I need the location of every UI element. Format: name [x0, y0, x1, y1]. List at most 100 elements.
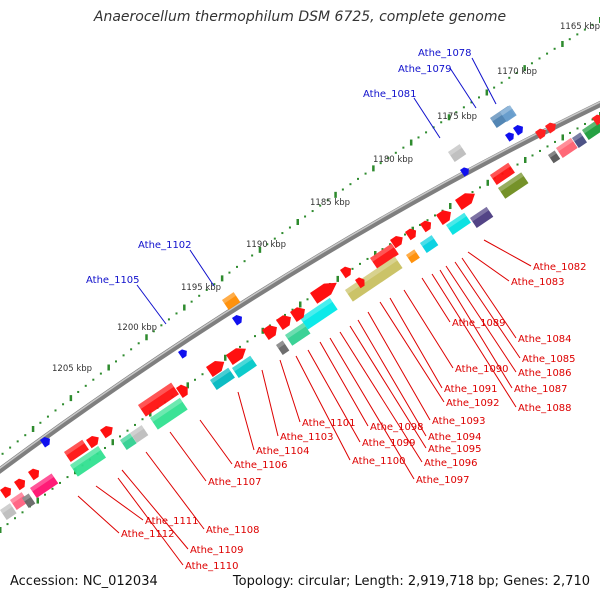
gene-arrow — [232, 314, 242, 326]
accession-text: Accession: NC_012034 — [10, 574, 158, 589]
tick-dot — [134, 423, 136, 426]
tick-dot — [381, 248, 384, 251]
tick-dot — [137, 342, 140, 345]
gene-block-body — [548, 150, 561, 164]
tick-dot — [126, 429, 129, 432]
gene-block-shine — [582, 119, 600, 134]
label-leader-lines — [77, 57, 532, 566]
gene-arrow — [14, 478, 26, 491]
kbp-label: 1195 kbp — [181, 283, 221, 293]
gene-arrow — [0, 486, 12, 499]
gene-block-body — [285, 322, 311, 346]
tick-dot — [224, 354, 227, 361]
tick-dot — [51, 487, 54, 490]
gene-block — [120, 433, 137, 450]
tick-dot — [440, 121, 443, 124]
gene-block — [345, 256, 403, 302]
gene-block — [30, 473, 59, 498]
tick-dot — [531, 154, 534, 157]
gene-block-body — [138, 382, 179, 417]
tick-dot — [341, 188, 344, 191]
gene-label-forward: Athe_1081 — [363, 89, 417, 100]
kbp-label: 1170 kbp — [497, 67, 537, 77]
gene-block — [470, 206, 494, 228]
gene-arrow — [513, 124, 523, 136]
gene-block-body — [370, 243, 399, 269]
gene-block-body — [210, 367, 235, 390]
gene-block — [556, 137, 578, 158]
gene-arrow-body — [545, 122, 556, 134]
gene-label-reverse: Athe_1086 — [518, 368, 572, 379]
tick-dot — [379, 162, 382, 165]
tick-dot — [539, 149, 541, 152]
gene-block-shine — [130, 425, 144, 437]
gene-label-reverse: Athe_1088 — [518, 403, 572, 414]
gene-label-reverse: Athe_1087 — [514, 384, 568, 395]
leader-line — [319, 341, 369, 427]
gene-block — [572, 132, 588, 148]
tick-dot — [471, 191, 474, 194]
gene-label-reverse: Athe_1093 — [432, 416, 486, 427]
gene-label-reverse: Athe_1084 — [518, 334, 572, 345]
tick-dot — [389, 243, 391, 246]
tick-dot — [374, 250, 377, 257]
gene-arrow — [176, 384, 188, 398]
gene-arrow-body — [232, 314, 242, 326]
gene-block — [582, 119, 600, 140]
gene-label-reverse: Athe_1099 — [362, 438, 416, 449]
tick-dot — [404, 233, 406, 236]
gene-arrow — [100, 425, 113, 439]
tick-dot — [372, 165, 375, 172]
gene-arrow — [405, 228, 417, 241]
gene-block — [0, 503, 17, 520]
tick-dot — [291, 308, 294, 311]
gene-block — [130, 425, 149, 443]
tick-dot — [66, 476, 69, 479]
leader-line — [471, 57, 497, 105]
gene-arrow-body — [226, 348, 246, 365]
gene-block — [370, 243, 399, 269]
tick-dot — [394, 151, 397, 154]
tick-dot — [304, 215, 307, 218]
tick-dot — [334, 191, 337, 198]
gene-arrow — [276, 315, 291, 330]
gene-label-reverse: Athe_1112 — [121, 529, 175, 540]
leader-line — [279, 359, 301, 423]
gene-block-body — [150, 397, 188, 430]
tick-dot — [306, 298, 309, 301]
gene-block — [490, 162, 515, 185]
gene-block-body — [490, 162, 515, 185]
tick-dot — [434, 214, 436, 217]
kbp-label: 1165 kbp — [560, 22, 600, 32]
gene-label-reverse: Athe_1108 — [206, 525, 260, 536]
leader-line — [136, 284, 167, 325]
leader-line — [121, 469, 189, 550]
tick-dot — [269, 324, 271, 327]
gene-block-shine — [556, 137, 574, 152]
gene-block-shine — [138, 382, 174, 410]
gene-block — [232, 355, 257, 378]
gene-label-reverse: Athe_1100 — [352, 456, 406, 467]
gene-label-reverse: Athe_1082 — [533, 262, 587, 273]
gene-arrow-body — [290, 307, 305, 322]
gene-arrow — [545, 122, 556, 134]
gene-label-forward: Athe_1105 — [86, 275, 140, 286]
gene-label-reverse: Athe_1092 — [446, 398, 500, 409]
gene-arrow — [86, 435, 99, 449]
tick-dot — [284, 313, 286, 316]
leader-line — [379, 301, 445, 403]
gene-block-shine — [370, 243, 395, 262]
leader-line — [145, 451, 205, 530]
gene-arrow-body — [0, 486, 12, 499]
tick-dot — [198, 294, 201, 297]
gene-block-body — [300, 297, 338, 330]
gene-arrow-body — [405, 228, 417, 241]
leader-line — [357, 319, 427, 437]
gene-block-shine — [572, 132, 583, 142]
tick-dot — [561, 40, 564, 47]
gene-block — [222, 292, 241, 310]
gene-block-body — [22, 493, 36, 508]
gene-arrow-body — [513, 124, 523, 136]
tick-dot — [349, 183, 352, 186]
